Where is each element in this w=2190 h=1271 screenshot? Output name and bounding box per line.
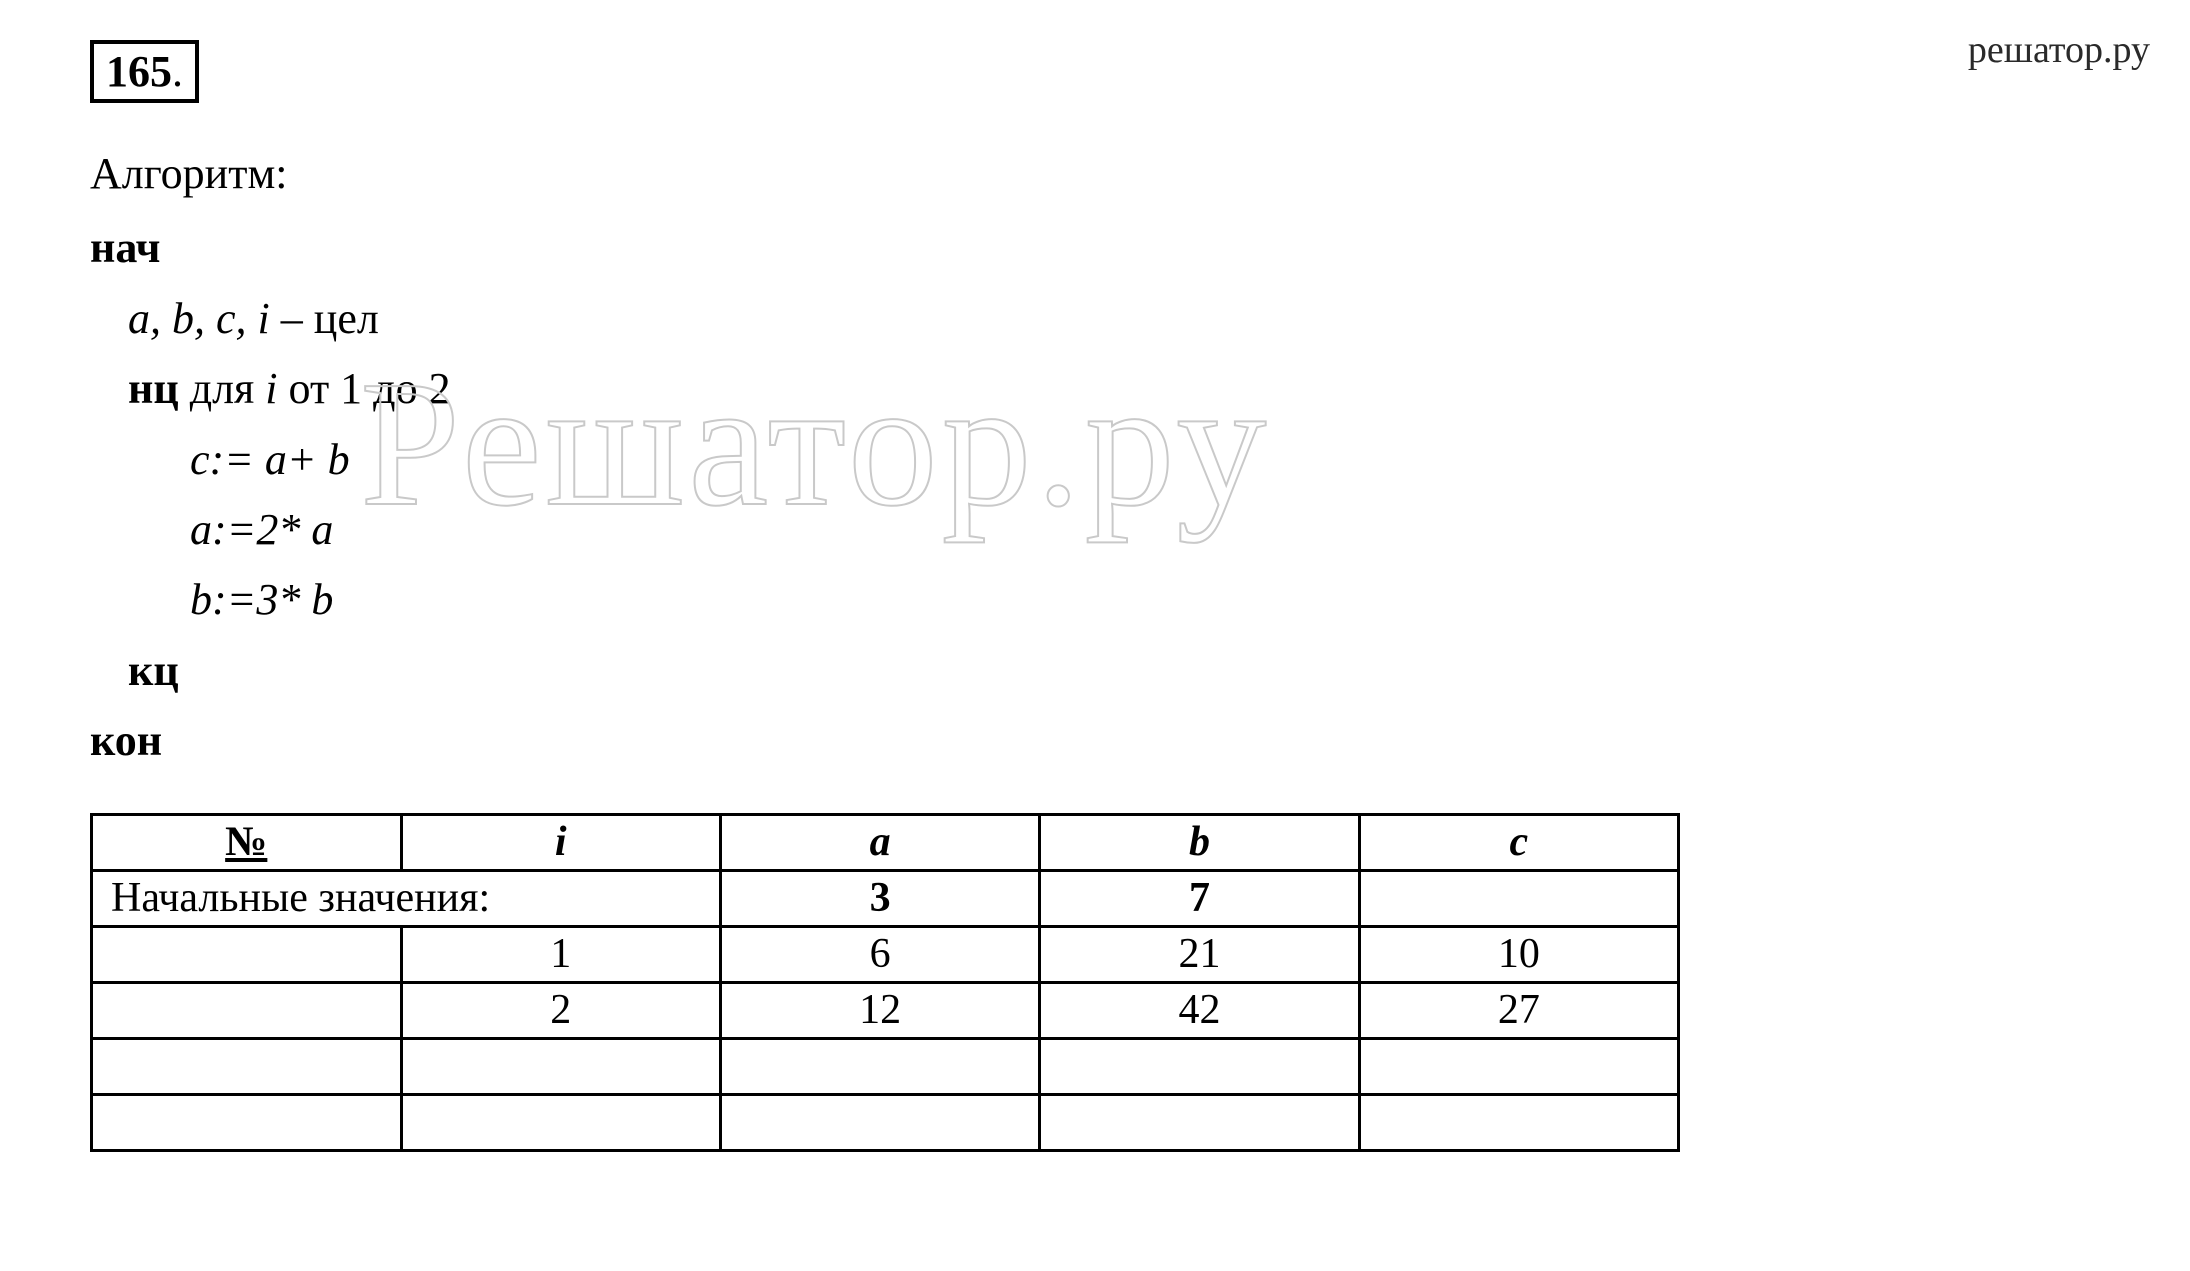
init-a: 3 [720,870,1039,926]
cell-a [720,1038,1039,1094]
init-c [1359,870,1678,926]
decl-type: цел [314,294,379,343]
th-a: a [720,814,1039,870]
cell-num [92,1038,402,1094]
loop-text-1: для [179,364,266,413]
watermark-top: решатор.ру [1968,28,2150,72]
algorithm-title: Алгоритм: [90,139,2100,209]
cell-b [1040,1038,1359,1094]
kw-end: кон [90,716,162,765]
table-init-row: Начальные значения: 3 7 [92,870,1679,926]
table-header-row: № i a b c [92,814,1679,870]
cell-c [1359,1038,1678,1094]
cell-a: 12 [720,982,1039,1038]
cell-b: 42 [1040,982,1359,1038]
stmt-1: c:= a+ b [190,435,350,484]
table-row: 2 12 42 27 [92,982,1679,1038]
loop-text-2: от 1 до 2 [278,364,451,413]
page: решатор.ру 165. Алгоритм: нач a, b, c, i… [0,0,2190,1271]
table-row: 1 6 21 10 [92,926,1679,982]
loop-var: i [265,364,277,413]
cell-i: 2 [401,982,720,1038]
cell-i [401,1038,720,1094]
stmt-2: a:=2* a [190,505,333,554]
cell-c: 27 [1359,982,1678,1038]
cell-b [1040,1094,1359,1150]
cell-num [92,1094,402,1150]
th-b: b [1040,814,1359,870]
th-num: № [92,814,402,870]
cell-a [720,1094,1039,1150]
cell-c: 10 [1359,926,1678,982]
decl-vars: a, b, c, i [128,294,270,343]
init-b: 7 [1040,870,1359,926]
th-c: c [1359,814,1678,870]
problem-number-dot: . [172,47,183,96]
decl-sep: – [270,294,314,343]
problem-number-box: 165. [90,40,199,103]
stmt-3: b:=3* b [190,575,333,624]
cell-i [401,1094,720,1150]
init-label: Начальные значения: [92,870,721,926]
table-row [92,1038,1679,1094]
table-row [92,1094,1679,1150]
trace-table: № i a b c Начальные значения: 3 7 1 6 21… [90,813,1680,1152]
algorithm-block: Алгоритм: нач a, b, c, i – цел нц для i … [90,139,2100,777]
cell-c [1359,1094,1678,1150]
problem-number: 165 [106,47,172,96]
kw-begin: нач [90,223,160,272]
cell-num [92,982,402,1038]
cell-b: 21 [1040,926,1359,982]
cell-a: 6 [720,926,1039,982]
cell-i: 1 [401,926,720,982]
kw-loop: нц [128,364,179,413]
kw-end-loop: кц [128,646,179,695]
th-i: i [401,814,720,870]
cell-num [92,926,402,982]
